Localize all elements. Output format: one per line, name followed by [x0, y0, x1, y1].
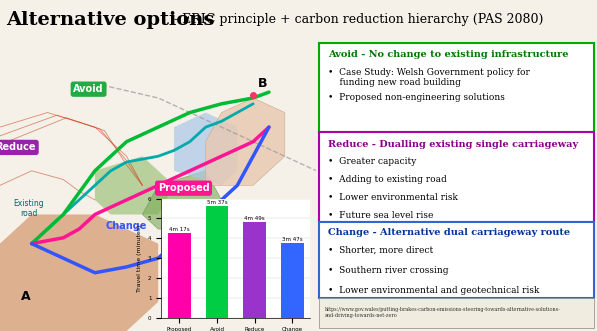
Text: Reduce: Reduce	[0, 142, 36, 152]
Bar	[168, 233, 190, 318]
Text: •  Adding to existing road: • Adding to existing road	[328, 175, 447, 184]
Text: Reduce - Dualling existing single carriageway: Reduce - Dualling existing single carria…	[328, 140, 578, 149]
Polygon shape	[174, 113, 238, 185]
Bar	[281, 243, 304, 318]
Text: Change - Alternative dual carriageway route: Change - Alternative dual carriageway ro…	[328, 228, 570, 237]
Text: B: B	[258, 77, 267, 90]
Text: 3m 47s: 3m 47s	[282, 237, 303, 242]
Polygon shape	[206, 98, 285, 185]
Text: •  Lower environmental risk: • Lower environmental risk	[328, 193, 457, 202]
Text: •  Greater capacity: • Greater capacity	[328, 158, 416, 166]
Text: 4m 17s: 4m 17s	[169, 227, 190, 232]
Text: •  Southern river crossing: • Southern river crossing	[328, 266, 448, 275]
Polygon shape	[143, 171, 221, 229]
Text: 4m 49s: 4m 49s	[244, 216, 265, 221]
Text: Change: Change	[106, 221, 147, 231]
Text: https://www.gov.wales/putting-brakes-carbon-emissions-steering-towards-alternati: https://www.gov.wales/putting-brakes-car…	[325, 307, 561, 318]
Text: •  Lower environmental and geotechnical risk: • Lower environmental and geotechnical r…	[328, 286, 539, 295]
Polygon shape	[95, 156, 174, 214]
FancyBboxPatch shape	[319, 43, 594, 132]
FancyBboxPatch shape	[319, 132, 594, 222]
Y-axis label: Travel time (minutes): Travel time (minutes)	[137, 224, 143, 292]
Text: •  Shorter, more direct: • Shorter, more direct	[328, 246, 433, 255]
Text: - ERIC principle + carbon reduction hierarchy (PAS 2080): - ERIC principle + carbon reduction hier…	[170, 13, 543, 26]
Bar	[205, 206, 228, 318]
Text: Existing
road: Existing road	[13, 199, 44, 218]
Polygon shape	[0, 214, 158, 331]
Bar	[244, 222, 266, 318]
Text: •  Proposed non-engineering solutions: • Proposed non-engineering solutions	[328, 93, 504, 102]
Text: •  Future sea level rise: • Future sea level rise	[328, 211, 433, 220]
Text: 5m 37s: 5m 37s	[207, 200, 227, 205]
FancyBboxPatch shape	[319, 298, 594, 328]
Text: Alternative options: Alternative options	[6, 11, 214, 29]
FancyBboxPatch shape	[319, 222, 594, 298]
Text: A: A	[20, 290, 30, 303]
Text: Proposed: Proposed	[158, 183, 210, 193]
Text: Avoid: Avoid	[73, 84, 104, 94]
Text: Avoid - No change to existing infrastructure: Avoid - No change to existing infrastruc…	[328, 50, 568, 59]
Text: •  Case Study: Welsh Government policy for
    funding new road building: • Case Study: Welsh Government policy fo…	[328, 68, 530, 87]
